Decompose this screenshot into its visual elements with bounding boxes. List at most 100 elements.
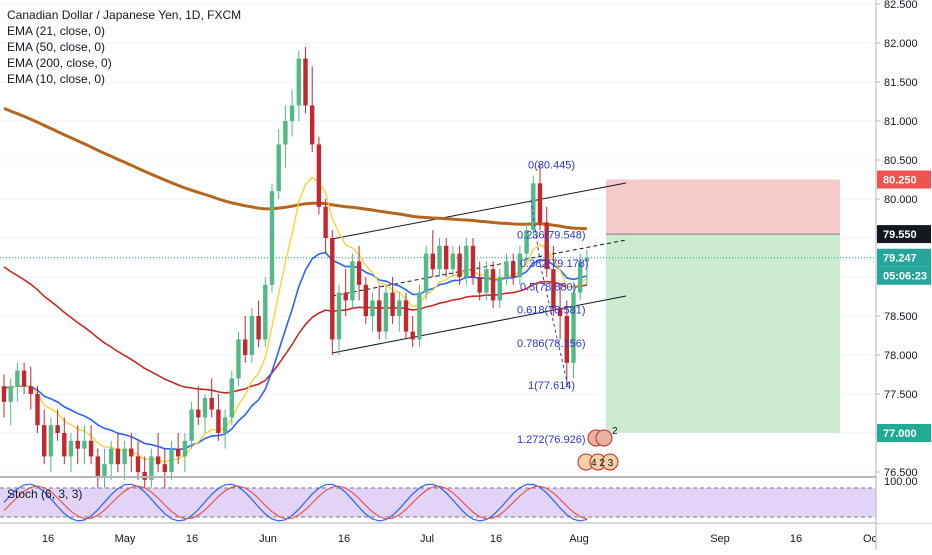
channel-lower-line[interactable] [331, 295, 627, 354]
price-tick-label: 80.000 [884, 194, 918, 206]
candle-body [236, 339, 241, 379]
candles [1, 46, 590, 496]
stoch-k-line [3, 483, 588, 522]
candle-body [417, 292, 422, 340]
candle-body [169, 448, 174, 472]
price-tick-label: 77.500 [884, 389, 918, 401]
candle-body [504, 261, 509, 277]
time-axis-label: Jun [259, 533, 277, 545]
target-price-badge-bg [877, 424, 931, 442]
canada-flag-icon[interactable] [595, 429, 613, 447]
candle-body [551, 269, 556, 309]
target-price-badge: 77.000 [883, 428, 917, 440]
candle-body [397, 300, 402, 316]
time-axis-label: Jul [420, 533, 434, 545]
candle-body [444, 245, 449, 270]
ema200-legend[interactable]: EMA (200, close, 0) [7, 56, 112, 70]
time-axis-label: May [115, 533, 136, 545]
candle-body [222, 417, 228, 433]
ema21-line [3, 251, 588, 451]
ascending-channel[interactable] [331, 182, 627, 354]
candle-body [149, 456, 154, 480]
channel-upper-line[interactable] [331, 182, 627, 240]
candle-body [517, 253, 523, 277]
fib-level-label: 1.272(76.926) [517, 434, 586, 446]
ema200-line [3, 106, 587, 231]
time-axis-label: Oc [863, 533, 878, 545]
candle-body [544, 222, 549, 270]
candle-body [524, 230, 529, 254]
candle-body [557, 308, 563, 316]
candle-body [243, 339, 248, 355]
stoch-tick-label: 100.00 [884, 476, 918, 488]
candle-body [15, 370, 20, 387]
fib-level-label: 0(80.445) [528, 159, 575, 171]
last-price-badge: 79.247 [883, 253, 917, 265]
countdown-badge-bg [877, 266, 931, 285]
candle-body [363, 284, 368, 316]
candle-body [289, 105, 295, 121]
ema10-legend[interactable]: EMA (10, close, 0) [7, 72, 106, 86]
last-price-badge-bg [877, 248, 931, 267]
candle-body [484, 269, 489, 293]
candle-body [82, 440, 87, 449]
japan-flag-icon[interactable] [601, 453, 619, 471]
candle-body [155, 456, 161, 465]
price-tick-label: 81.000 [884, 116, 918, 128]
candle-body [189, 409, 194, 441]
candle-body [383, 292, 389, 332]
entry-price-badge-bg [877, 225, 931, 244]
symbol-title[interactable]: Canadian Dollar / Japanese Yen, 1D, FXCM [7, 8, 242, 22]
candle-body [430, 253, 435, 270]
candle-body [202, 397, 208, 418]
candle-body [182, 440, 188, 457]
candle-body [283, 121, 288, 145]
candle-body [511, 261, 516, 277]
time-axis-label: 16 [790, 533, 802, 545]
time-axis-label: 16 [42, 533, 54, 545]
candle-body [35, 394, 40, 426]
candle-body [497, 277, 502, 301]
candle-body [578, 261, 583, 293]
stoch-pane-separator [0, 476, 876, 478]
fibonacci-extension[interactable]: 0(80.445) 0.236(79.548) 0.382(79.178) 0.5(7… [517, 159, 589, 445]
candle-body [62, 433, 67, 457]
ema21-legend[interactable]: EMA (21, close, 0) [7, 24, 106, 38]
candle-body [336, 292, 342, 340]
candle-body [316, 144, 322, 207]
ema50-legend[interactable]: EMA (50, close, 0) [7, 40, 106, 54]
candle-body [176, 448, 181, 457]
candle-body [115, 448, 121, 465]
price-tick-label: 81.500 [884, 77, 918, 89]
price-tick-label: 78.500 [884, 311, 918, 323]
fib-level-label: 1(77.614) [528, 380, 575, 392]
candle-body [296, 58, 301, 106]
fib-level-label: 0.786(78.156) [517, 338, 586, 350]
time-axis-label: 16 [186, 533, 198, 545]
time-axis-label: 16 [490, 533, 502, 545]
candle-body [263, 284, 268, 340]
candle-body [377, 300, 382, 332]
economic-event-markers[interactable]: 2 4 2 3 [577, 426, 619, 471]
take-profit-zone[interactable] [606, 234, 840, 433]
candle-body [450, 253, 456, 270]
time-axis[interactable]: 16 May 16 Jun 16 Jul 16 Aug Sep 16 Oc [42, 533, 878, 545]
stop-loss-zone[interactable] [606, 179, 840, 235]
candle-body [109, 448, 114, 465]
stoch-legend[interactable]: Stoch (6, 3, 3) [7, 487, 83, 501]
candle-body [356, 261, 362, 285]
candle-body [216, 409, 221, 433]
candle-body [310, 105, 315, 145]
candle-body [531, 183, 536, 231]
candle-body [68, 440, 74, 457]
ema10-line [3, 176, 588, 463]
candle-body [21, 370, 27, 387]
candle-body [584, 257, 590, 262]
ema-lines [3, 106, 588, 463]
channel-mid-line[interactable] [331, 239, 627, 297]
candle-body [323, 206, 328, 238]
candle-body [249, 316, 255, 355]
fib-trend-line [530, 199, 569, 387]
entry-price-badge: 79.550 [883, 229, 917, 241]
